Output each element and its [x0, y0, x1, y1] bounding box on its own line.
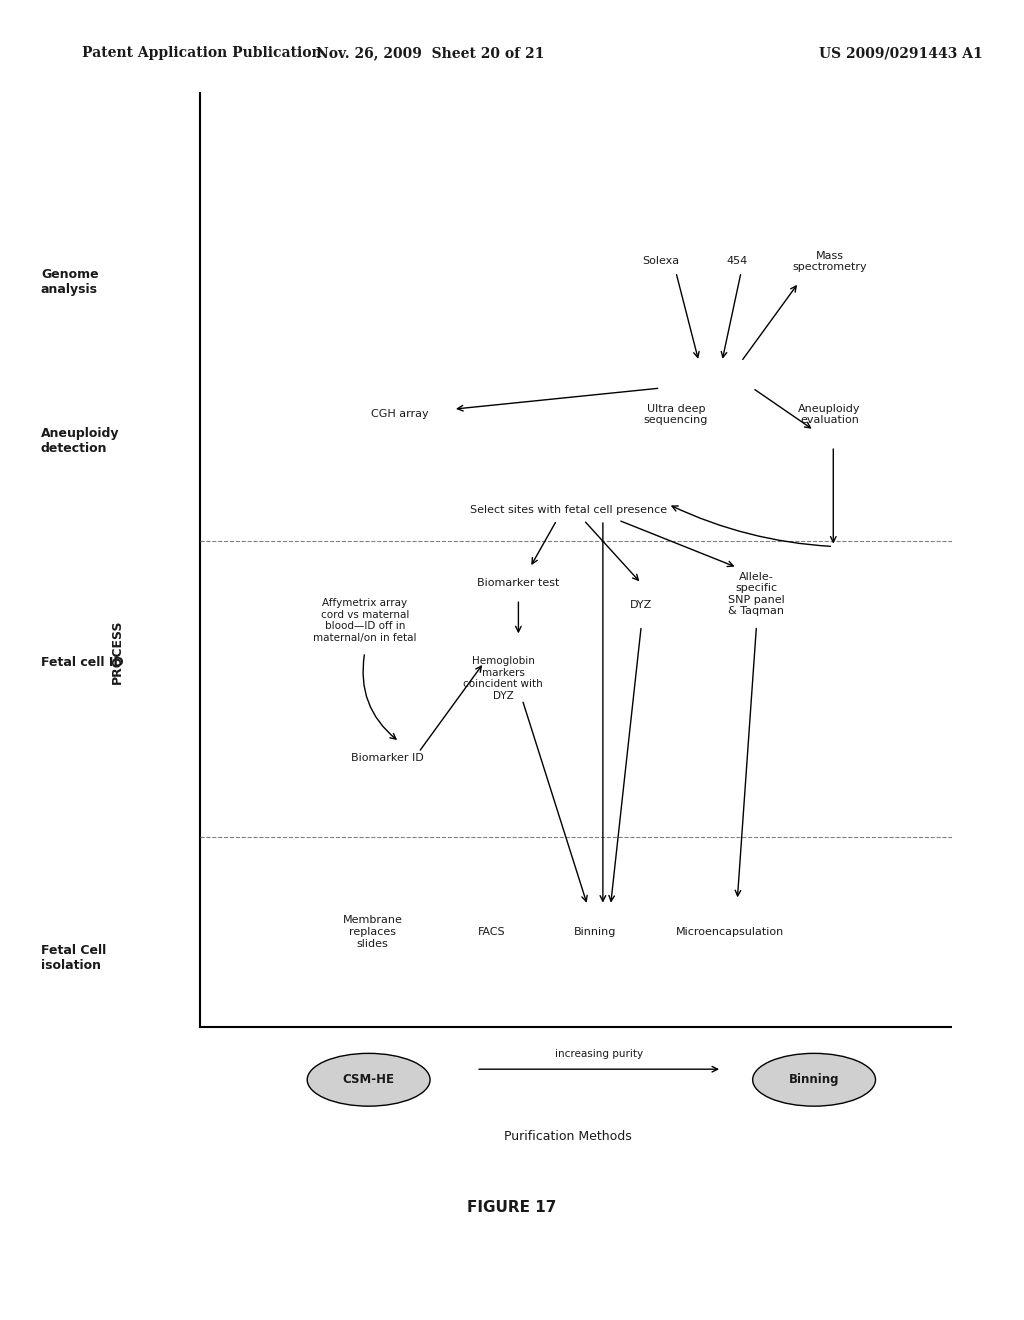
Text: 454: 454: [727, 256, 748, 267]
Text: Binning: Binning: [574, 927, 616, 937]
Text: Hemoglobin
markers
coincident with
DYZ: Hemoglobin markers coincident with DYZ: [463, 656, 543, 701]
Text: FACS: FACS: [478, 927, 505, 937]
Text: Ultra deep
sequencing: Ultra deep sequencing: [644, 404, 708, 425]
Text: increasing purity: increasing purity: [555, 1048, 643, 1059]
Text: Allele-
specific
SNP panel
& Taqman: Allele- specific SNP panel & Taqman: [728, 572, 784, 616]
Text: Fetal cell ID: Fetal cell ID: [41, 656, 124, 669]
Text: Binning: Binning: [788, 1073, 840, 1086]
Text: Microencapsulation: Microencapsulation: [676, 927, 783, 937]
Text: Membrane
replaces
slides: Membrane replaces slides: [343, 915, 402, 949]
Text: Solexa: Solexa: [642, 256, 679, 267]
Text: US 2009/0291443 A1: US 2009/0291443 A1: [819, 46, 983, 61]
Text: Affymetrix array
cord vs maternal
blood—ID off in
maternal/on in fetal: Affymetrix array cord vs maternal blood—…: [313, 598, 417, 643]
Ellipse shape: [307, 1053, 430, 1106]
Text: Patent Application Publication: Patent Application Publication: [82, 46, 322, 61]
Text: FIGURE 17: FIGURE 17: [467, 1200, 557, 1216]
Ellipse shape: [753, 1053, 876, 1106]
Text: Mass
spectrometry: Mass spectrometry: [793, 251, 866, 272]
Text: Select sites with fetal cell presence: Select sites with fetal cell presence: [470, 504, 667, 515]
Text: Aneuploidy
detection: Aneuploidy detection: [41, 426, 120, 455]
Text: PROCESS: PROCESS: [112, 620, 124, 684]
Text: Genome
analysis: Genome analysis: [41, 268, 98, 297]
Text: Aneuploidy
evaluation: Aneuploidy evaluation: [798, 404, 861, 425]
Text: Nov. 26, 2009  Sheet 20 of 21: Nov. 26, 2009 Sheet 20 of 21: [315, 46, 545, 61]
Text: Purification Methods: Purification Methods: [505, 1130, 632, 1143]
Text: Biomarker test: Biomarker test: [477, 578, 559, 589]
Text: CGH array: CGH array: [371, 409, 428, 420]
Text: Biomarker ID: Biomarker ID: [351, 752, 424, 763]
Text: CSM-HE: CSM-HE: [343, 1073, 394, 1086]
Text: Fetal Cell
isolation: Fetal Cell isolation: [41, 944, 106, 973]
Text: DYZ: DYZ: [630, 599, 652, 610]
